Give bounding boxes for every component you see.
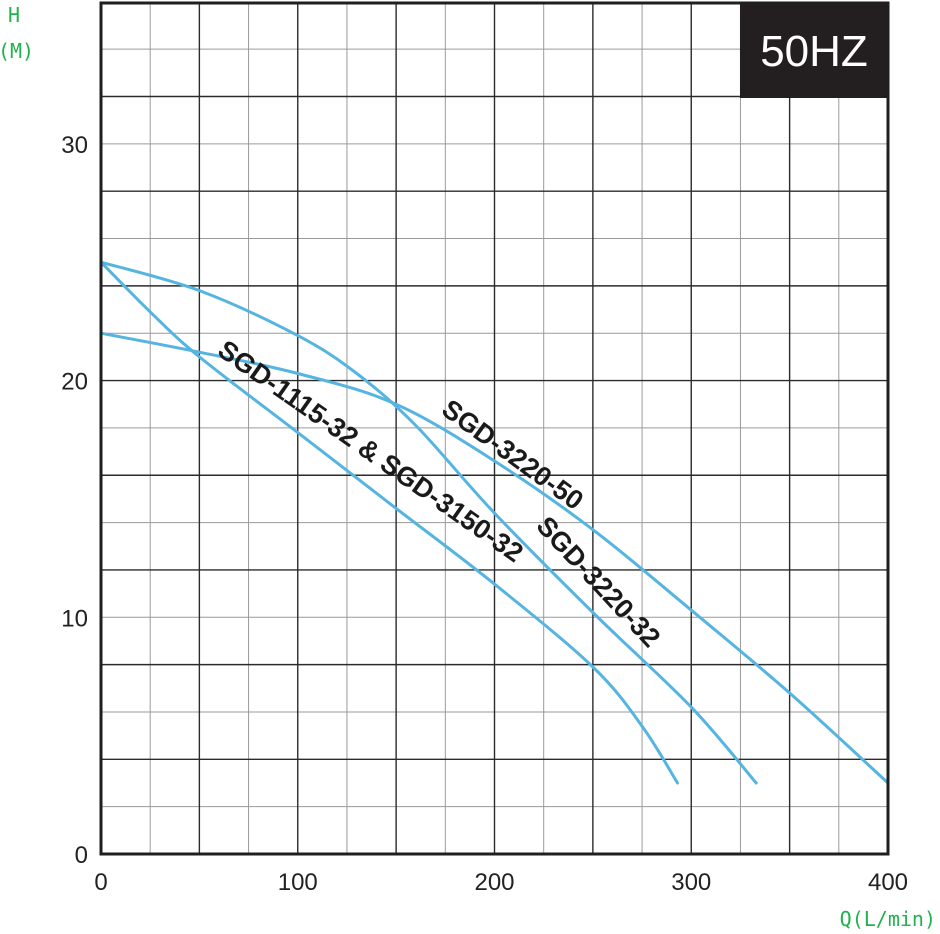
y-tick-label: 20 [61,369,88,396]
x-tick-labels: 0 100 200 300 400 [94,869,908,896]
frequency-badge-text: 50HZ [760,27,868,76]
x-tick-label: 0 [94,869,107,896]
y-axis-label-letter: H [8,3,20,27]
plot-frame [99,1,890,856]
curves [99,260,890,785]
x-tick-label: 300 [671,869,711,896]
frequency-badge [740,3,888,98]
curve-series-1 [99,260,679,785]
x-tick-label: 400 [868,869,908,896]
y-tick-label: 30 [61,132,88,159]
x-tick-label: 100 [278,869,318,896]
x-tick-label: 200 [474,869,514,896]
x-axis-label: Q(L/min) [840,907,936,931]
y-tick-label: 0 [75,842,88,869]
y-axis-label-unit: (M) [0,39,34,63]
curve-series-3 [99,331,890,785]
curve-series-2 [99,260,758,785]
major-grid [101,3,888,854]
y-tick-labels: 0 10 20 30 [61,132,88,869]
y-tick-label: 10 [61,605,88,632]
